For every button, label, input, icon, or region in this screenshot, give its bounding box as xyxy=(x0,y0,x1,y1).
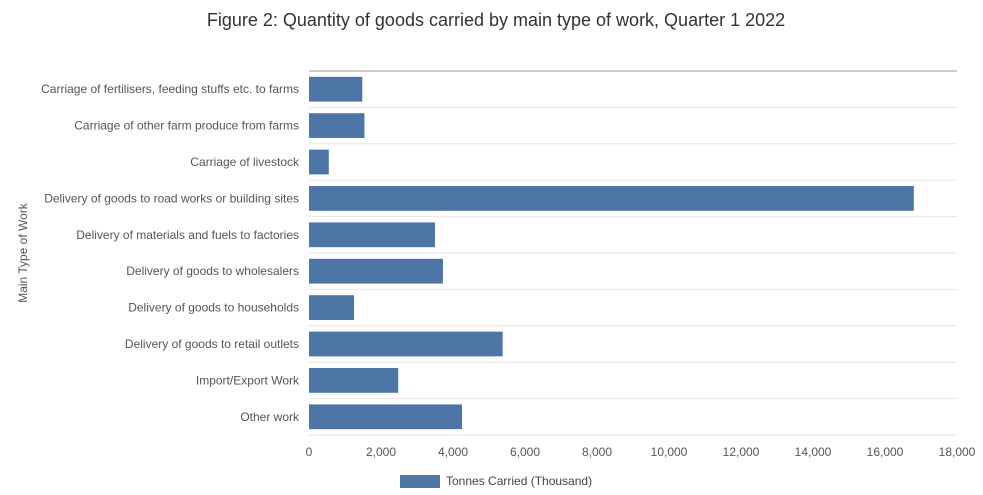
category-label: Delivery of goods to wholesalers xyxy=(126,264,299,278)
x-tick-label: 6,000 xyxy=(510,445,540,459)
x-tick-label: 2,000 xyxy=(366,445,396,459)
category-labels: Carriage of fertilisers, feeding stuffs … xyxy=(41,82,300,424)
bar[interactable] xyxy=(309,258,443,284)
category-label: Delivery of goods to road works or build… xyxy=(44,191,299,205)
x-tick-labels: 0 2,000 4,000 6,000 8,000 10,000 12,000 14,000 1… xyxy=(306,445,976,459)
legend-label[interactable]: Tonnes Carried (Thousand) xyxy=(446,474,592,488)
category-label: Delivery of materials and fuels to facto… xyxy=(76,228,299,242)
bars xyxy=(309,76,914,430)
category-label: Delivery of goods to retail outlets xyxy=(125,337,299,351)
legend[interactable]: Tonnes Carried (Thousand) xyxy=(400,474,592,488)
gridlines xyxy=(309,106,957,436)
x-tick-label: 16,000 xyxy=(867,445,904,459)
y-axis-title: Main Type of Work xyxy=(16,202,30,303)
category-label: Other work xyxy=(240,410,300,424)
category-label: Delivery of goods to households xyxy=(128,301,299,315)
legend-swatch[interactable] xyxy=(400,475,440,488)
bar[interactable] xyxy=(309,113,365,138)
bar[interactable] xyxy=(309,331,503,357)
chart-title: Figure 2: Quantity of goods carried by m… xyxy=(207,10,785,30)
bar[interactable] xyxy=(309,186,914,211)
x-tick-label: 8,000 xyxy=(582,445,612,459)
category-label: Carriage of other farm produce from farm… xyxy=(74,119,299,133)
x-tick-label: 10,000 xyxy=(651,445,688,459)
bar[interactable] xyxy=(309,404,462,430)
bar[interactable] xyxy=(309,76,363,102)
bar[interactable] xyxy=(309,222,435,248)
category-label: Carriage of fertilisers, feeding stuffs … xyxy=(41,82,299,96)
x-tick-label: 18,000 xyxy=(939,445,976,459)
bar[interactable] xyxy=(309,149,329,175)
category-label: Import/Export Work xyxy=(196,373,300,387)
x-tick-label: 12,000 xyxy=(723,445,760,459)
x-tick-label: 4,000 xyxy=(438,445,468,459)
category-label: Carriage of livestock xyxy=(190,155,300,169)
x-tick-label: 0 xyxy=(306,445,313,459)
x-tick-label: 14,000 xyxy=(795,445,832,459)
bar[interactable] xyxy=(309,295,354,320)
bar[interactable] xyxy=(309,368,399,393)
